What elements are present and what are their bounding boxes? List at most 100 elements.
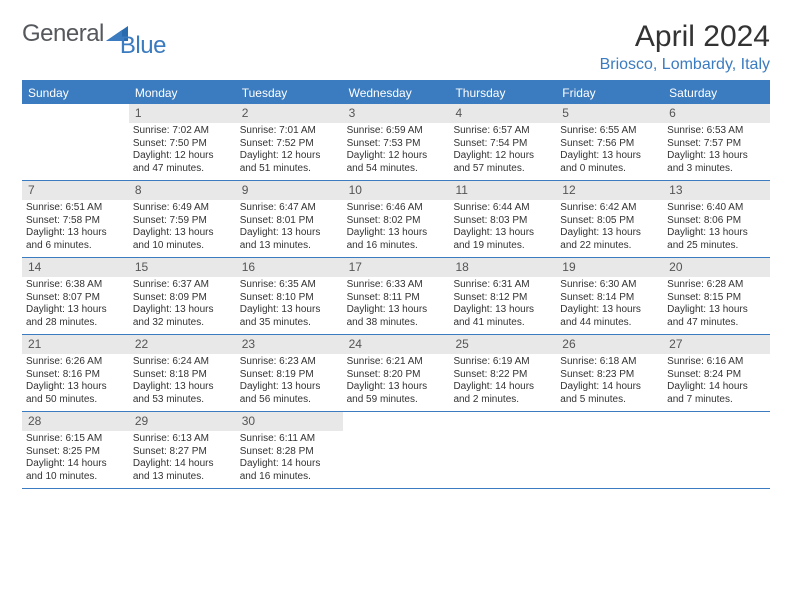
day-cell: 13Sunrise: 6:40 AMSunset: 8:06 PMDayligh…	[663, 181, 770, 257]
day-number: 14	[22, 258, 129, 277]
day-body: Sunrise: 7:02 AMSunset: 7:50 PMDaylight:…	[129, 123, 236, 179]
sunset-text: Sunset: 8:27 PM	[133, 446, 232, 459]
daylight-text: Daylight: 13 hours and 16 minutes.	[347, 227, 446, 252]
sunset-text: Sunset: 8:20 PM	[347, 369, 446, 382]
day-number: 6	[663, 104, 770, 123]
day-cell: 23Sunrise: 6:23 AMSunset: 8:19 PMDayligh…	[236, 335, 343, 411]
day-cell: 22Sunrise: 6:24 AMSunset: 8:18 PMDayligh…	[129, 335, 236, 411]
sunrise-text: Sunrise: 6:53 AM	[667, 125, 766, 138]
day-number: 17	[343, 258, 450, 277]
day-body: Sunrise: 6:16 AMSunset: 8:24 PMDaylight:…	[663, 354, 770, 410]
day-number: 2	[236, 104, 343, 123]
day-cell: 18Sunrise: 6:31 AMSunset: 8:12 PMDayligh…	[449, 258, 556, 334]
sunrise-text: Sunrise: 6:30 AM	[560, 279, 659, 292]
sunset-text: Sunset: 7:53 PM	[347, 138, 446, 151]
sunrise-text: Sunrise: 7:01 AM	[240, 125, 339, 138]
week-row: 21Sunrise: 6:26 AMSunset: 8:16 PMDayligh…	[22, 335, 770, 412]
week-row: 28Sunrise: 6:15 AMSunset: 8:25 PMDayligh…	[22, 412, 770, 489]
day-cell: 17Sunrise: 6:33 AMSunset: 8:11 PMDayligh…	[343, 258, 450, 334]
daylight-text: Daylight: 12 hours and 54 minutes.	[347, 150, 446, 175]
day-body: Sunrise: 6:55 AMSunset: 7:56 PMDaylight:…	[556, 123, 663, 179]
weekday-cell: Thursday	[449, 82, 556, 104]
sunset-text: Sunset: 8:11 PM	[347, 292, 446, 305]
weekday-cell: Tuesday	[236, 82, 343, 104]
day-cell: 2 Sunrise: 7:01 AMSunset: 7:52 PMDaylight…	[236, 104, 343, 180]
daylight-text: Daylight: 13 hours and 10 minutes.	[133, 227, 232, 252]
empty-day-cell	[343, 412, 450, 488]
day-number: 5	[556, 104, 663, 123]
daylight-text: Daylight: 13 hours and 50 minutes.	[26, 381, 125, 406]
sunrise-text: Sunrise: 6:47 AM	[240, 202, 339, 215]
day-cell: 3Sunrise: 6:59 AMSunset: 7:53 PMDaylight…	[343, 104, 450, 180]
sunrise-text: Sunrise: 6:40 AM	[667, 202, 766, 215]
sunset-text: Sunset: 8:03 PM	[453, 215, 552, 228]
daylight-text: Daylight: 13 hours and 35 minutes.	[240, 304, 339, 329]
day-body: Sunrise: 6:28 AMSunset: 8:15 PMDaylight:…	[663, 277, 770, 333]
sunrise-text: Sunrise: 6:18 AM	[560, 356, 659, 369]
daylight-text: Daylight: 14 hours and 7 minutes.	[667, 381, 766, 406]
sunset-text: Sunset: 8:18 PM	[133, 369, 232, 382]
week-row: 14Sunrise: 6:38 AMSunset: 8:07 PMDayligh…	[22, 258, 770, 335]
day-cell: 14Sunrise: 6:38 AMSunset: 8:07 PMDayligh…	[22, 258, 129, 334]
sunset-text: Sunset: 8:05 PM	[560, 215, 659, 228]
sunset-text: Sunset: 8:19 PM	[240, 369, 339, 382]
day-number: 23	[236, 335, 343, 354]
sunset-text: Sunset: 8:09 PM	[133, 292, 232, 305]
day-body: Sunrise: 6:42 AMSunset: 8:05 PMDaylight:…	[556, 200, 663, 256]
day-cell: 21Sunrise: 6:26 AMSunset: 8:16 PMDayligh…	[22, 335, 129, 411]
day-number: 3	[343, 104, 450, 123]
daylight-text: Daylight: 14 hours and 16 minutes.	[240, 458, 339, 483]
sunset-text: Sunset: 8:12 PM	[453, 292, 552, 305]
day-body: Sunrise: 6:37 AMSunset: 8:09 PMDaylight:…	[129, 277, 236, 333]
day-cell: 16Sunrise: 6:35 AMSunset: 8:10 PMDayligh…	[236, 258, 343, 334]
weekday-cell: Wednesday	[343, 82, 450, 104]
day-body: Sunrise: 6:23 AMSunset: 8:19 PMDaylight:…	[236, 354, 343, 410]
daylight-text: Daylight: 12 hours and 51 minutes.	[240, 150, 339, 175]
day-number: 19	[556, 258, 663, 277]
sunrise-text: Sunrise: 6:55 AM	[560, 125, 659, 138]
daylight-text: Daylight: 13 hours and 47 minutes.	[667, 304, 766, 329]
sunrise-text: Sunrise: 6:11 AM	[240, 433, 339, 446]
day-cell: 25Sunrise: 6:19 AMSunset: 8:22 PMDayligh…	[449, 335, 556, 411]
sunset-text: Sunset: 8:28 PM	[240, 446, 339, 459]
day-cell: 19Sunrise: 6:30 AMSunset: 8:14 PMDayligh…	[556, 258, 663, 334]
week-row: 1Sunrise: 7:02 AMSunset: 7:50 PMDaylight…	[22, 104, 770, 181]
day-number: 27	[663, 335, 770, 354]
day-number: 18	[449, 258, 556, 277]
title-block: April 2024 Briosco, Lombardy, Italy	[600, 20, 770, 74]
sunset-text: Sunset: 8:02 PM	[347, 215, 446, 228]
sunrise-text: Sunrise: 6:28 AM	[667, 279, 766, 292]
day-body: Sunrise: 6:33 AMSunset: 8:11 PMDaylight:…	[343, 277, 450, 333]
header: General Blue April 2024 Briosco, Lombard…	[22, 20, 770, 74]
day-number: 16	[236, 258, 343, 277]
day-body: Sunrise: 6:19 AMSunset: 8:22 PMDaylight:…	[449, 354, 556, 410]
weekday-header-row: SundayMondayTuesdayWednesdayThursdayFrid…	[22, 82, 770, 104]
sunrise-text: Sunrise: 6:16 AM	[667, 356, 766, 369]
brand-part1: General	[22, 20, 104, 48]
daylight-text: Daylight: 13 hours and 44 minutes.	[560, 304, 659, 329]
daylight-text: Daylight: 13 hours and 53 minutes.	[133, 381, 232, 406]
sunrise-text: Sunrise: 6:42 AM	[560, 202, 659, 215]
day-cell: 6Sunrise: 6:53 AMSunset: 7:57 PMDaylight…	[663, 104, 770, 180]
daylight-text: Daylight: 14 hours and 5 minutes.	[560, 381, 659, 406]
sunset-text: Sunset: 7:52 PM	[240, 138, 339, 151]
day-cell: 12Sunrise: 6:42 AMSunset: 8:05 PMDayligh…	[556, 181, 663, 257]
weekday-cell: Monday	[129, 82, 236, 104]
day-cell: 5Sunrise: 6:55 AMSunset: 7:56 PMDaylight…	[556, 104, 663, 180]
sunset-text: Sunset: 7:54 PM	[453, 138, 552, 151]
sunrise-text: Sunrise: 6:19 AM	[453, 356, 552, 369]
day-cell: 4Sunrise: 6:57 AMSunset: 7:54 PMDaylight…	[449, 104, 556, 180]
location-label: Briosco, Lombardy, Italy	[600, 56, 770, 74]
daylight-text: Daylight: 12 hours and 47 minutes.	[133, 150, 232, 175]
day-cell: 9Sunrise: 6:47 AMSunset: 8:01 PMDaylight…	[236, 181, 343, 257]
day-number: 20	[663, 258, 770, 277]
day-cell: 11Sunrise: 6:44 AMSunset: 8:03 PMDayligh…	[449, 181, 556, 257]
daylight-text: Daylight: 13 hours and 59 minutes.	[347, 381, 446, 406]
day-body: Sunrise: 6:24 AMSunset: 8:18 PMDaylight:…	[129, 354, 236, 410]
day-number: 28	[22, 412, 129, 431]
day-cell: 8Sunrise: 6:49 AMSunset: 7:59 PMDaylight…	[129, 181, 236, 257]
sunrise-text: Sunrise: 6:26 AM	[26, 356, 125, 369]
sunrise-text: Sunrise: 6:15 AM	[26, 433, 125, 446]
daylight-text: Daylight: 13 hours and 13 minutes.	[240, 227, 339, 252]
sunset-text: Sunset: 7:56 PM	[560, 138, 659, 151]
